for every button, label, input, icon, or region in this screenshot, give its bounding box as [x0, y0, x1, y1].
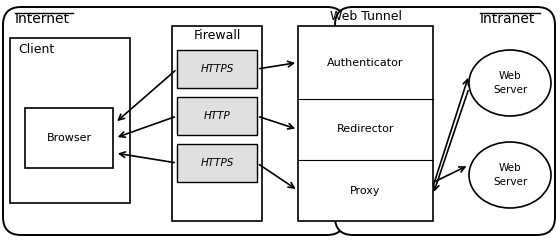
Ellipse shape — [469, 50, 551, 116]
Text: Web Tunnel: Web Tunnel — [329, 10, 402, 23]
Text: Web
Server: Web Server — [493, 163, 527, 187]
Text: Authenticator: Authenticator — [327, 58, 404, 68]
Bar — [177, 50, 257, 88]
Text: HTTPS: HTTPS — [200, 158, 234, 168]
Text: HTTPS: HTTPS — [200, 64, 234, 74]
Text: Intranet: Intranet — [480, 12, 535, 26]
Bar — [25, 108, 113, 168]
Bar — [10, 38, 130, 203]
FancyBboxPatch shape — [3, 7, 345, 235]
Text: Client: Client — [18, 43, 54, 56]
Text: Redirector: Redirector — [337, 124, 394, 134]
FancyBboxPatch shape — [335, 7, 555, 235]
Text: Browser: Browser — [46, 133, 92, 143]
Text: Internet: Internet — [15, 12, 70, 26]
Text: Proxy: Proxy — [350, 185, 381, 196]
Text: Web
Server: Web Server — [493, 71, 527, 95]
Bar — [298, 26, 433, 221]
Bar — [172, 26, 262, 221]
Bar — [177, 144, 257, 182]
Bar — [177, 97, 257, 135]
Ellipse shape — [469, 142, 551, 208]
Text: Firewall: Firewall — [193, 29, 241, 42]
Text: HTTP: HTTP — [204, 111, 230, 121]
